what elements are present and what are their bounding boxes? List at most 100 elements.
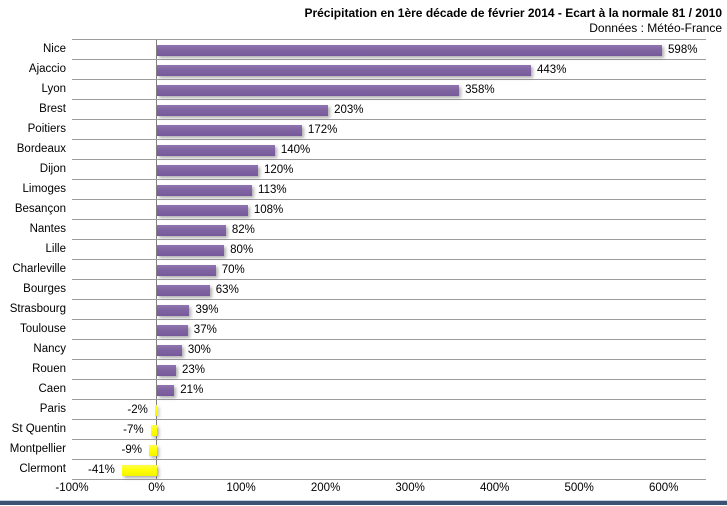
x-tick-label: 0% [148, 482, 165, 494]
category-label-montpellier: Montpellier [9, 443, 66, 455]
bar-bordeaux [156, 144, 275, 156]
row-gridline [72, 460, 706, 480]
row-gridline [72, 40, 706, 60]
category-label-paris: Paris [39, 403, 66, 415]
category-label-limoges: Limoges [22, 183, 66, 195]
bar-paris [154, 404, 157, 416]
category-label-st-quentin: St Quentin [11, 423, 66, 435]
category-label-caen: Caen [38, 383, 67, 395]
bar-value-label: 37% [193, 324, 217, 336]
x-tick-label: 400% [479, 482, 510, 494]
row-gridline [72, 380, 706, 400]
bar-nancy [156, 344, 182, 356]
bar-value-label: -2% [127, 404, 148, 416]
zero-axis-line [156, 40, 158, 480]
bar-value-label: 63% [215, 284, 239, 296]
row-gridline [72, 240, 706, 260]
bar-value-label: 30% [187, 344, 211, 356]
bar-value-label: -9% [121, 444, 142, 456]
bar-value-label: 203% [334, 104, 364, 116]
x-tick-label: 100% [226, 482, 256, 494]
bar-montpellier [148, 444, 157, 456]
category-label-lyon: Lyon [41, 83, 66, 95]
bar-value-label: 358% [465, 84, 495, 96]
bar-value-label: 108% [253, 204, 284, 216]
bar-caen [156, 384, 175, 396]
row-gridline [72, 260, 706, 280]
row-gridline [72, 420, 706, 440]
category-label-rouen: Rouen [32, 363, 66, 375]
bar-limoges [156, 184, 253, 196]
bottom-border-line [0, 501, 727, 505]
row-gridline [72, 100, 706, 120]
x-tick-label: 500% [564, 482, 594, 494]
bar-nice [156, 44, 663, 56]
row-gridline [72, 120, 706, 140]
row-gridline [72, 200, 706, 220]
category-label-lille: Lille [45, 243, 66, 255]
bar-ajaccio [156, 64, 531, 76]
bottom-border-highlight [0, 500, 727, 501]
bar-clermont [121, 464, 157, 476]
row-gridline [72, 300, 706, 320]
category-label-besançon: Besançon [14, 203, 66, 215]
category-label-dijon: Dijon [39, 163, 66, 175]
row-gridline [72, 220, 706, 240]
row-gridline [72, 320, 706, 340]
category-label-nancy: Nancy [33, 343, 66, 355]
row-gridline [72, 440, 706, 460]
bar-strasbourg [156, 304, 190, 316]
category-label-strasbourg: Strasbourg [9, 303, 66, 315]
bar-dijon [156, 164, 258, 176]
x-tick-label: -100% [55, 482, 89, 494]
bar-value-label: 70% [221, 264, 245, 276]
x-tick-label: 300% [395, 482, 425, 494]
category-label-ajaccio: Ajaccio [28, 63, 66, 75]
category-label-nice: Nice [42, 43, 66, 55]
bar-charleville [156, 264, 216, 276]
bar-bourges [156, 284, 210, 296]
bar-value-label: 172% [307, 124, 338, 136]
row-gridline [72, 180, 706, 200]
bar-value-label: 39% [195, 304, 219, 316]
bar-value-label: 598% [668, 44, 698, 56]
bar-rouen [156, 364, 176, 376]
bar-poitiers [156, 124, 302, 136]
bar-value-label: -41% [88, 464, 115, 476]
category-label-bourges: Bourges [23, 283, 66, 295]
bar-toulouse [156, 324, 188, 336]
category-label-poitiers: Poitiers [27, 123, 66, 135]
row-gridline [72, 340, 706, 360]
row-gridline [72, 160, 706, 180]
bar-value-label: 140% [280, 144, 311, 156]
row-gridline [72, 400, 706, 420]
value-axis: -100% 0% 100% 200% 300% 400% 500% 600% [0, 482, 727, 498]
bar-value-label: 21% [180, 384, 204, 396]
row-gridline [72, 80, 706, 100]
bar-value-label: 443% [537, 64, 567, 76]
bar-st-quentin [150, 424, 157, 436]
category-label-brest: Brest [39, 103, 66, 115]
bar-besançon [156, 204, 248, 216]
bar-value-label: 82% [231, 224, 255, 236]
bar-lyon [156, 84, 460, 96]
row-gridline [72, 140, 706, 160]
category-label-toulouse: Toulouse [19, 323, 66, 335]
row-gridline [72, 60, 706, 80]
row-gridline [72, 360, 706, 380]
bar-value-label: 113% [258, 184, 287, 196]
bar-brest [156, 104, 329, 116]
bar-value-label: 80% [230, 244, 254, 256]
plot-area: 598% 443% 358% 203% 172% 140% 120% 113% 108% 82% 8… [72, 39, 706, 480]
category-label-charleville: Charleville [12, 263, 66, 275]
bar-value-label: -7% [123, 424, 144, 436]
bar-lille [156, 244, 225, 256]
bar-value-label: 23% [181, 364, 205, 376]
category-label-nantes: Nantes [29, 223, 66, 235]
x-tick-label: 200% [310, 482, 341, 494]
category-label-clermont: Clermont [19, 463, 66, 475]
x-tick-label: 600% [649, 482, 679, 494]
category-axis: Nice Ajaccio Lyon Brest Poitiers Bordeaux Dijo… [0, 39, 66, 479]
bar-value-label: 120% [263, 164, 294, 176]
